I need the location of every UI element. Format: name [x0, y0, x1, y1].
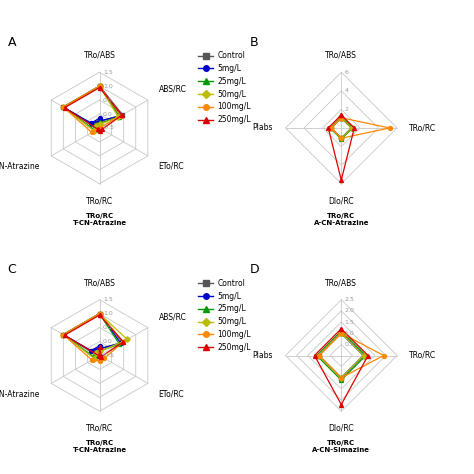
Text: 0.5: 0.5 — [103, 98, 113, 102]
Text: TRo/RC: TRo/RC — [410, 124, 437, 132]
Text: -0.5: -0.5 — [103, 353, 115, 358]
Text: TRo/RC
T-CN-Atrazine: TRo/RC T-CN-Atrazine — [73, 440, 127, 453]
Text: 1.5: 1.5 — [103, 70, 113, 75]
Legend: Control, 5mg/L, 25mg/L, 50mg/L, 100mg/L, 250mg/L: Control, 5mg/L, 25mg/L, 50mg/L, 100mg/L,… — [198, 51, 251, 124]
Text: T-CN-Atrazine: T-CN-Atrazine — [0, 162, 41, 171]
Text: T-CN-Atrazine: T-CN-Atrazine — [0, 390, 41, 399]
Text: 1.0: 1.0 — [103, 311, 113, 316]
Text: TRo/RC
A-CN-Simazine: TRo/RC A-CN-Simazine — [312, 440, 370, 453]
Legend: Control, 5mg/L, 25mg/L, 50mg/L, 100mg/L, 250mg/L: Control, 5mg/L, 25mg/L, 50mg/L, 100mg/L,… — [198, 279, 251, 352]
Text: TRo/ABS: TRo/ABS — [325, 51, 357, 60]
Text: DIo/RC: DIo/RC — [328, 196, 354, 205]
Text: 1.5: 1.5 — [103, 297, 113, 302]
Text: ETo/RC: ETo/RC — [158, 162, 184, 171]
Text: TRo/RC: TRo/RC — [86, 196, 113, 205]
Text: 0.5: 0.5 — [345, 342, 355, 347]
Text: 1.5: 1.5 — [345, 319, 355, 325]
Text: D: D — [249, 264, 259, 276]
Text: TRo/RC: TRo/RC — [86, 424, 113, 433]
Text: 2.5: 2.5 — [345, 297, 355, 302]
Text: A: A — [8, 36, 16, 49]
Text: 1.0: 1.0 — [103, 83, 113, 89]
Text: 0.5: 0.5 — [103, 325, 113, 330]
Text: 2.0: 2.0 — [345, 309, 355, 313]
Text: TRo/ABS: TRo/ABS — [83, 278, 116, 287]
Text: 2: 2 — [345, 107, 348, 112]
Text: C: C — [8, 264, 16, 276]
Text: 1.0: 1.0 — [345, 331, 355, 336]
Text: 0.0: 0.0 — [103, 339, 113, 344]
Text: B: B — [249, 36, 258, 49]
Text: TRo/ABS: TRo/ABS — [325, 278, 357, 287]
Text: TRo/ABS: TRo/ABS — [83, 51, 116, 60]
Text: PIabs: PIabs — [253, 124, 273, 132]
Text: TRo/RC
A-CN-Atrazine: TRo/RC A-CN-Atrazine — [313, 213, 369, 226]
Text: TRo/RC: TRo/RC — [410, 351, 437, 360]
Text: DIo/RC: DIo/RC — [328, 424, 354, 433]
Text: ABS/RC: ABS/RC — [158, 312, 186, 321]
Text: 6: 6 — [345, 70, 348, 75]
Text: PIabs: PIabs — [253, 351, 273, 360]
Text: -0.5: -0.5 — [103, 126, 115, 130]
Text: ABS/RC: ABS/RC — [158, 85, 186, 94]
Text: 4: 4 — [345, 88, 348, 93]
Text: TRo/RC
T-CN-Atrazine: TRo/RC T-CN-Atrazine — [73, 213, 127, 226]
Text: 0.0: 0.0 — [103, 111, 113, 117]
Text: ETo/RC: ETo/RC — [158, 390, 184, 399]
